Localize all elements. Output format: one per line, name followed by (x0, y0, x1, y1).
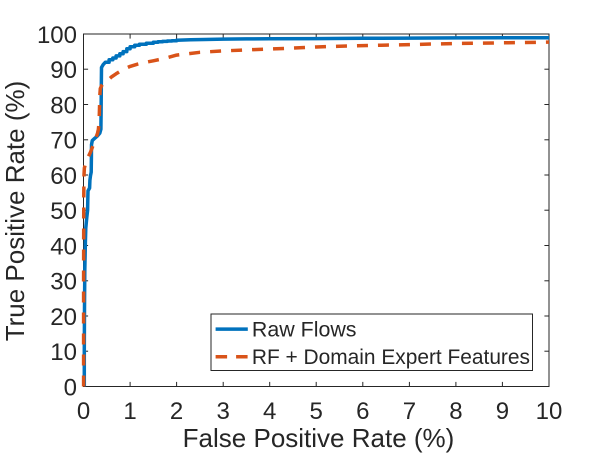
svg-text:5: 5 (310, 398, 323, 425)
svg-text:8: 8 (449, 398, 462, 425)
svg-text:True Positive Rate (%): True Positive Rate (%) (0, 81, 30, 342)
svg-text:2: 2 (170, 398, 183, 425)
svg-text:0: 0 (77, 398, 90, 425)
svg-text:30: 30 (50, 269, 77, 296)
svg-text:70: 70 (50, 128, 77, 155)
svg-text:40: 40 (50, 233, 77, 260)
svg-text:50: 50 (50, 198, 77, 225)
svg-text:6: 6 (356, 398, 369, 425)
svg-text:1: 1 (123, 398, 136, 425)
svg-text:4: 4 (263, 398, 276, 425)
svg-text:10: 10 (536, 398, 563, 425)
svg-text:100: 100 (37, 22, 77, 49)
svg-text:7: 7 (403, 398, 416, 425)
svg-text:0: 0 (64, 374, 77, 401)
svg-text:RF + Domain Expert Features: RF + Domain Expert Features (252, 346, 530, 369)
svg-text:False Positive Rate (%): False Positive Rate (%) (183, 423, 455, 453)
svg-text:80: 80 (50, 92, 77, 119)
svg-text:10: 10 (50, 339, 77, 366)
svg-text:9: 9 (496, 398, 509, 425)
svg-text:Raw Flows: Raw Flows (252, 318, 357, 342)
svg-text:60: 60 (50, 163, 77, 190)
svg-text:90: 90 (50, 57, 77, 84)
svg-text:3: 3 (217, 398, 230, 425)
svg-text:20: 20 (50, 304, 77, 331)
